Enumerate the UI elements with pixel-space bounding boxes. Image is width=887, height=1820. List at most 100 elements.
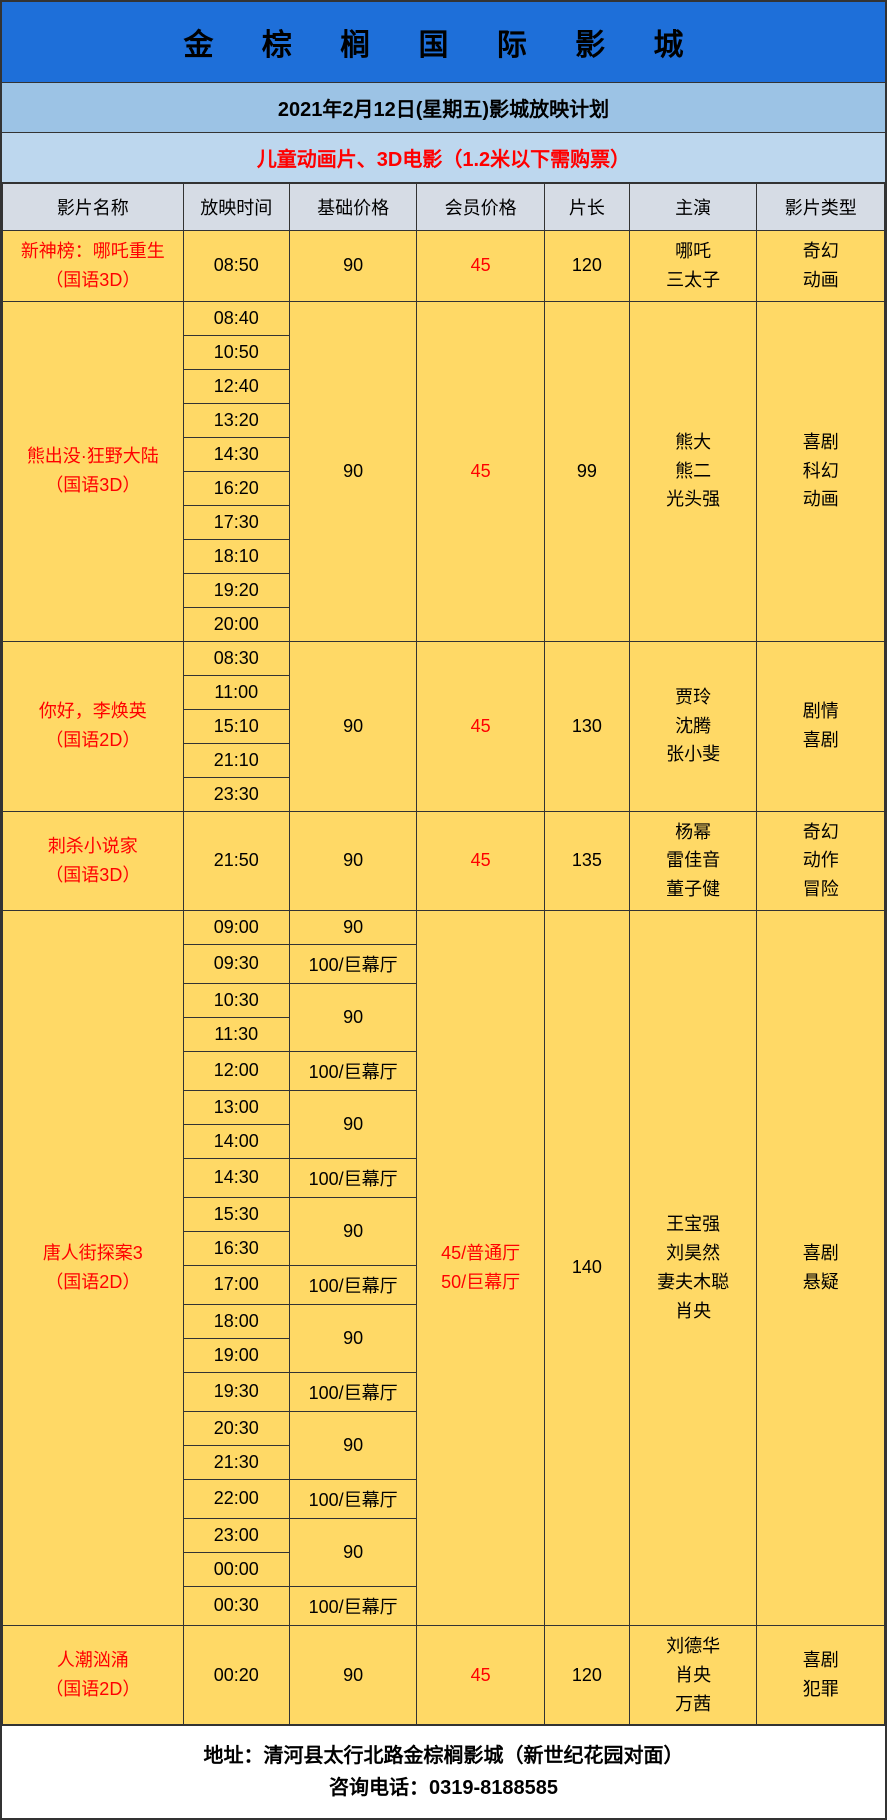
showtime: 23:30 [183,777,289,811]
col-type: 影片类型 [757,184,885,231]
actors: 王宝强刘昊然妻夫木聪肖央 [629,910,757,1625]
showtime: 23:00 [183,1518,289,1552]
movie-type: 喜剧悬疑 [757,910,885,1625]
table-header-row: 影片名称 放映时间 基础价格 会员价格 片长 主演 影片类型 [3,184,885,231]
col-actors: 主演 [629,184,757,231]
showtime: 22:00 [183,1479,289,1518]
duration: 99 [544,301,629,641]
showtime: 11:30 [183,1017,289,1051]
base-price: 90 [289,983,417,1051]
base-price: 100/巨幕厅 [289,944,417,983]
showtime: 09:00 [183,910,289,944]
duration: 120 [544,1625,629,1724]
showtime: 14:00 [183,1124,289,1158]
showtime: 00:20 [183,1625,289,1724]
showtime: 11:00 [183,675,289,709]
movie-name: 刺杀小说家（国语3D） [3,811,184,910]
base-price: 100/巨幕厅 [289,1372,417,1411]
table-row: 人潮汹涌（国语2D）00:209045120刘德华肖央万茜喜剧犯罪 [3,1625,885,1724]
showtime: 20:00 [183,607,289,641]
table-row: 唐人街探案3（国语2D）09:009045/普通厅50/巨幕厅140王宝强刘昊然… [3,910,885,944]
footer-phone: 咨询电话：0319-8188585 [2,1772,885,1804]
movie-type: 喜剧犯罪 [757,1625,885,1724]
member-price: 45 [417,811,545,910]
movie-name: 唐人街探案3（国语2D） [3,910,184,1625]
showtime: 16:20 [183,471,289,505]
actors: 熊大熊二光头强 [629,301,757,641]
base-price: 90 [289,231,417,302]
actors: 贾玲沈腾张小斐 [629,641,757,811]
showtime: 10:30 [183,983,289,1017]
showtime: 16:30 [183,1231,289,1265]
showtime: 21:50 [183,811,289,910]
col-time: 放映时间 [183,184,289,231]
showtime: 19:30 [183,1372,289,1411]
base-price: 90 [289,1197,417,1265]
base-price: 90 [289,1304,417,1372]
showtime: 12:00 [183,1051,289,1090]
movie-type: 剧情喜剧 [757,641,885,811]
footer-address: 地址：清河县太行北路金棕榈影城（新世纪花园对面） [2,1740,885,1772]
base-price: 90 [289,1625,417,1724]
movie-name: 你好，李焕英（国语2D） [3,641,184,811]
movie-type: 奇幻动作冒险 [757,811,885,910]
cinema-title: 金 棕 榈 国 际 影 城 [2,2,885,83]
actors: 哪吒三太子 [629,231,757,302]
base-price: 90 [289,1518,417,1586]
base-price: 100/巨幕厅 [289,1051,417,1090]
footer: 地址：清河县太行北路金棕榈影城（新世纪花园对面） 咨询电话：0319-81885… [2,1725,885,1818]
showtime: 15:30 [183,1197,289,1231]
base-price: 100/巨幕厅 [289,1265,417,1304]
member-price: 45 [417,641,545,811]
showtime: 19:00 [183,1338,289,1372]
base-price: 100/巨幕厅 [289,1158,417,1197]
movie-name: 新神榜：哪吒重生（国语3D） [3,231,184,302]
base-price: 100/巨幕厅 [289,1586,417,1625]
showtime: 20:30 [183,1411,289,1445]
showtime: 00:00 [183,1552,289,1586]
col-name: 影片名称 [3,184,184,231]
actors: 刘德华肖央万茜 [629,1625,757,1724]
schedule-container: 金 棕 榈 国 际 影 城 2021年2月12日(星期五)影城放映计划 儿童动画… [0,0,887,1820]
actors: 杨幂雷佳音董子健 [629,811,757,910]
showtime: 13:20 [183,403,289,437]
showtime: 18:10 [183,539,289,573]
showtime: 12:40 [183,369,289,403]
notice-line: 儿童动画片、3D电影（1.2米以下需购票） [2,133,885,183]
table-row: 新神榜：哪吒重生（国语3D）08:509045120哪吒三太子奇幻动画 [3,231,885,302]
showtime: 15:10 [183,709,289,743]
base-price: 90 [289,1411,417,1479]
base-price: 90 [289,301,417,641]
member-price: 45 [417,1625,545,1724]
showtime: 00:30 [183,1586,289,1625]
movie-type: 奇幻动画 [757,231,885,302]
showtime: 10:50 [183,335,289,369]
member-price: 45 [417,301,545,641]
showtime: 08:50 [183,231,289,302]
base-price: 90 [289,811,417,910]
showtime: 14:30 [183,437,289,471]
movie-name: 人潮汹涌（国语2D） [3,1625,184,1724]
col-member-price: 会员价格 [417,184,545,231]
showtime: 17:30 [183,505,289,539]
showtime: 09:30 [183,944,289,983]
duration: 120 [544,231,629,302]
showtime: 14:30 [183,1158,289,1197]
table-row: 刺杀小说家（国语3D）21:509045135杨幂雷佳音董子健奇幻动作冒险 [3,811,885,910]
showtime: 21:30 [183,1445,289,1479]
movie-type: 喜剧科幻动画 [757,301,885,641]
table-row: 你好，李焕英（国语2D）08:309045130贾玲沈腾张小斐剧情喜剧 [3,641,885,675]
duration: 130 [544,641,629,811]
showtime: 18:00 [183,1304,289,1338]
showtime: 21:10 [183,743,289,777]
base-price: 90 [289,910,417,944]
duration: 135 [544,811,629,910]
member-price: 45/普通厅50/巨幕厅 [417,910,545,1625]
showtime: 19:20 [183,573,289,607]
duration: 140 [544,910,629,1625]
showtime: 08:30 [183,641,289,675]
showtime: 13:00 [183,1090,289,1124]
col-base-price: 基础价格 [289,184,417,231]
base-price: 100/巨幕厅 [289,1479,417,1518]
base-price: 90 [289,641,417,811]
